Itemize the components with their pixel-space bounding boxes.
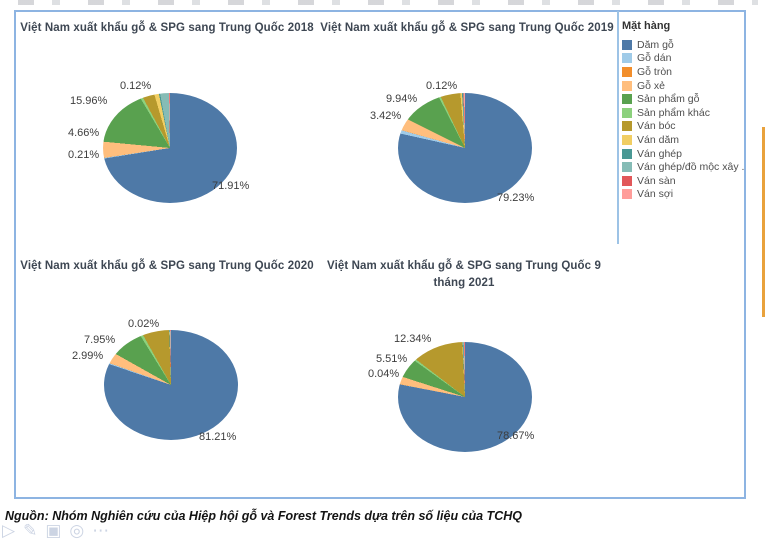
ellipsis-icon[interactable]: ⋯ [92, 521, 110, 540]
percent-label: 79.23% [497, 192, 535, 204]
ghost-toolbar: ▷ ✎ ▣ ◎ ⋯ [2, 522, 109, 539]
legend-swatch-icon [622, 121, 632, 132]
legend-swatch-icon [622, 94, 632, 105]
legend-item[interactable]: Ván ghép [622, 147, 744, 161]
legend-item[interactable]: Sản phẩm khác [622, 106, 744, 120]
legend-swatch-icon [622, 80, 632, 91]
legend-item-label: Gỗ dán [637, 52, 672, 65]
legend-swatch-icon [622, 175, 632, 186]
percent-label: 81.21% [199, 431, 237, 443]
percent-label: 78.67% [497, 430, 535, 442]
legend-item[interactable]: Ván sợi [622, 188, 744, 202]
legend-item-label: Gỗ tròn [637, 65, 673, 78]
chart-title-2018: Việt Nam xuất khẩu gỗ & SPG sang Trung Q… [20, 22, 314, 34]
percent-label: 4.66% [68, 127, 100, 139]
legend-item-label: Ván bóc [637, 120, 676, 133]
legend-item-label: Ván ghép [637, 147, 682, 160]
percent-label: 0.21% [68, 149, 100, 161]
legend-title: Mặt hàng [622, 20, 671, 32]
percent-label: 0.04% [368, 368, 400, 380]
legend-item[interactable]: Ván dăm [622, 133, 744, 147]
pie-chart-2018[interactable] [103, 93, 237, 203]
legend-item-label: Sản phẩm gỗ [637, 93, 700, 106]
legend-item-label: Sản phẩm khác [637, 106, 710, 119]
legend-item[interactable]: Ván bóc [622, 120, 744, 134]
legend: Mặt hàng Dăm gỗ Gỗ dán Gỗ tròn Gỗ xẻ Sản phẩ… [622, 20, 744, 201]
legend-items: Dăm gỗ Gỗ dán Gỗ tròn Gỗ xẻ Sản phẩm gỗ Sản p… [622, 38, 744, 201]
legend-item-label: Gỗ xẻ [637, 79, 666, 92]
legend-item[interactable]: Gỗ tròn [622, 65, 744, 79]
legend-swatch-icon [622, 148, 632, 159]
legend-item[interactable]: Dăm gỗ [622, 38, 744, 52]
percent-label: 7.95% [84, 334, 116, 346]
percent-label: 9.94% [386, 93, 418, 105]
legend-item-label: Ván ghép/đồ mộc xây .. [637, 161, 744, 174]
legend-item[interactable]: Sản phẩm gỗ [622, 92, 744, 106]
pie-chart-9m-2021[interactable] [398, 342, 532, 452]
pencil-icon[interactable]: ✎ [23, 521, 38, 540]
percent-label: 5.51% [376, 353, 408, 365]
magnifier-icon[interactable]: ◎ [69, 521, 85, 540]
legend-pane-divider [617, 11, 619, 244]
clipped-text-artifact [18, 0, 758, 5]
pie-chart-2019[interactable] [398, 93, 532, 203]
percent-label: 0.02% [128, 318, 160, 330]
percent-label: 0.12% [426, 80, 458, 92]
legend-swatch-icon [622, 107, 632, 118]
legend-swatch-icon [622, 134, 632, 145]
legend-swatch-icon [622, 39, 632, 50]
percent-label: 3.42% [370, 110, 402, 122]
chart-title-2019: Việt Nam xuất khẩu gỗ & SPG sang Trung Q… [320, 22, 614, 34]
legend-item[interactable]: Ván sàn [622, 174, 744, 188]
legend-item-label: Dăm gỗ [637, 38, 674, 51]
percent-label: 71.91% [212, 180, 250, 192]
legend-swatch-icon [622, 66, 632, 77]
legend-item-label: Ván sợi [637, 188, 674, 201]
snapshot-icon[interactable]: ▣ [45, 521, 62, 540]
legend-swatch-icon [622, 162, 632, 173]
scroll-highlight-line [762, 127, 765, 317]
legend-swatch-icon [622, 53, 632, 64]
legend-item[interactable]: Gỗ xẻ [622, 79, 744, 93]
chart-title-9m-2021: Việt Nam xuất khẩu gỗ & SPG sang Trung Q… [327, 260, 601, 289]
percent-label: 12.34% [394, 333, 432, 345]
legend-item-label: Ván sàn [637, 174, 676, 187]
chart-title-2020: Việt Nam xuất khẩu gỗ & SPG sang Trung Q… [20, 260, 314, 272]
pie-chart-2020[interactable] [104, 330, 238, 440]
legend-swatch-icon [622, 189, 632, 200]
percent-label: 15.96% [70, 95, 108, 107]
legend-item-label: Ván dăm [637, 133, 680, 146]
legend-item[interactable]: Gỗ dán [622, 52, 744, 66]
percent-label: 0.12% [120, 80, 152, 92]
source-note: Nguồn: Nhóm Nghiên cứu của Hiệp hội gỗ v… [5, 509, 522, 523]
percent-label: 2.99% [72, 350, 104, 362]
legend-item[interactable]: Ván ghép/đồ mộc xây .. [622, 160, 744, 174]
play-icon[interactable]: ▷ [2, 521, 16, 540]
